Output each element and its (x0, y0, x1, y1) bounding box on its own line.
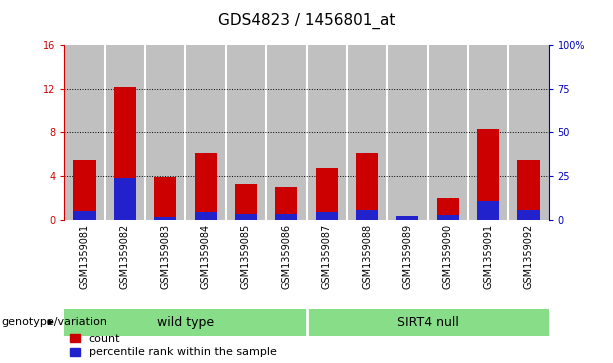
Text: GSM1359084: GSM1359084 (200, 224, 211, 289)
Text: GSM1359087: GSM1359087 (322, 224, 332, 289)
Bar (316, 212, 338, 220)
Text: GSM1359089: GSM1359089 (402, 224, 413, 289)
Bar (275, 214, 297, 220)
Bar (145, 45, 185, 220)
Bar (436, 198, 459, 220)
Bar (306, 309, 549, 336)
Bar (266, 45, 306, 220)
Bar (356, 153, 378, 220)
Bar (387, 45, 428, 220)
Bar (356, 210, 378, 220)
Bar (74, 211, 96, 220)
Bar (114, 178, 136, 220)
Text: genotype/variation: genotype/variation (1, 317, 107, 327)
Bar (517, 210, 539, 220)
Text: wild type: wild type (157, 316, 214, 329)
Bar (347, 45, 387, 220)
Bar (154, 177, 177, 220)
Bar (275, 187, 297, 220)
Text: GSM1359090: GSM1359090 (443, 224, 453, 289)
Text: GSM1359083: GSM1359083 (160, 224, 170, 289)
Text: GSM1359092: GSM1359092 (524, 224, 533, 289)
Bar (64, 45, 105, 220)
Text: GSM1359081: GSM1359081 (80, 224, 89, 289)
Bar (306, 45, 347, 220)
Bar (396, 216, 419, 220)
Bar (235, 214, 257, 220)
Bar (508, 45, 549, 220)
Bar (477, 129, 499, 220)
Bar (427, 45, 468, 220)
Bar (477, 201, 499, 220)
Bar (74, 160, 96, 220)
Bar (185, 45, 226, 220)
Bar (468, 45, 508, 220)
Bar (64, 309, 306, 336)
Bar (316, 168, 338, 220)
Text: GSM1359091: GSM1359091 (483, 224, 493, 289)
Bar (226, 45, 266, 220)
Bar (114, 87, 136, 220)
Text: GSM1359086: GSM1359086 (281, 224, 291, 289)
Text: GSM1359088: GSM1359088 (362, 224, 372, 289)
Bar (105, 45, 145, 220)
Text: GSM1359085: GSM1359085 (241, 224, 251, 289)
Bar (235, 184, 257, 220)
Text: SIRT4 null: SIRT4 null (397, 316, 459, 329)
Bar (194, 212, 217, 220)
Legend: count, percentile rank within the sample: count, percentile rank within the sample (70, 334, 276, 358)
Bar (154, 217, 177, 220)
Bar (436, 215, 459, 220)
Bar (396, 216, 419, 220)
Bar (194, 153, 217, 220)
Text: GSM1359082: GSM1359082 (120, 224, 130, 289)
Text: GDS4823 / 1456801_at: GDS4823 / 1456801_at (218, 13, 395, 29)
Bar (517, 160, 539, 220)
